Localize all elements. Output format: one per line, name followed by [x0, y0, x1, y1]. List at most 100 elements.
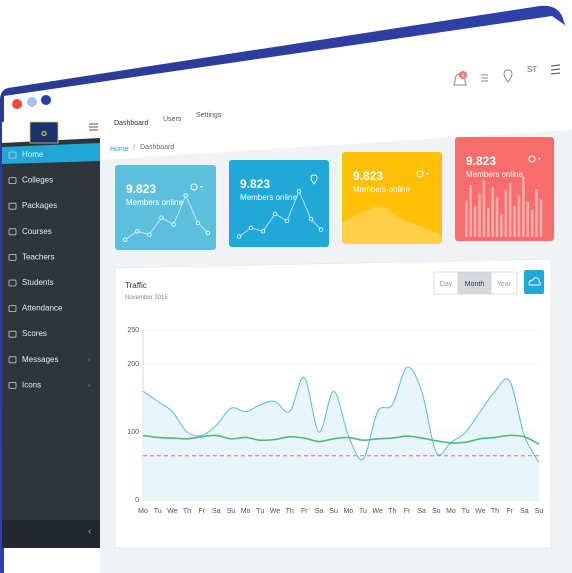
- list-icon[interactable]: [481, 74, 488, 82]
- sidebar-item-packages[interactable]: Packages: [8, 201, 57, 210]
- sparkline-point: [236, 234, 242, 239]
- sparkline-point: [159, 215, 164, 220]
- user-initials[interactable]: ST: [527, 65, 537, 74]
- x-tick-label: Fr: [404, 508, 411, 515]
- message-icon: [8, 356, 17, 364]
- gear-icon[interactable]: [416, 170, 424, 178]
- caret-down-icon: [538, 158, 541, 160]
- mini-bar: [473, 205, 477, 237]
- sparkline-point: [183, 193, 188, 198]
- x-tick-label: Sa: [417, 508, 426, 515]
- location-pin-icon[interactable]: [503, 69, 513, 83]
- cloud-download-icon: [528, 277, 541, 286]
- top-tab-settings[interactable]: Settings: [196, 112, 222, 119]
- sidebar-item-messages[interactable]: Messages ‹: [8, 355, 91, 364]
- stat-card-bg: [115, 165, 216, 250]
- x-tick-label: Mo: [241, 508, 251, 515]
- course-icon: [8, 228, 17, 236]
- breadcrumb-current: Dashboard: [140, 144, 174, 151]
- stat-card-label: Members online: [466, 170, 523, 179]
- x-tick-label: Mo: [138, 508, 148, 515]
- x-tick-label: Sa: [212, 508, 221, 515]
- x-tick-label: Th: [491, 508, 499, 515]
- x-tick-label: We: [270, 508, 280, 515]
- attendance-icon: [8, 305, 17, 313]
- minimize-dot-icon[interactable]: [27, 97, 37, 107]
- sidebar-item-home[interactable]: Home: [8, 150, 44, 159]
- sparkline-point: [205, 230, 211, 236]
- close-dot-icon[interactable]: [12, 99, 22, 109]
- x-tick-label: We: [167, 508, 177, 515]
- sidebar-item-label: Scores: [22, 329, 47, 338]
- gear-icon[interactable]: [190, 183, 198, 191]
- top-tab-dashboard[interactable]: Dashboard: [114, 120, 148, 127]
- hamburger-menu-icon[interactable]: [550, 64, 561, 75]
- breadcrumb-bar: [100, 100, 572, 160]
- range-button-bg: [490, 271, 518, 295]
- sidebar-item-label: Teachers: [22, 252, 54, 261]
- mini-bar: [491, 187, 494, 237]
- mini-bar: [513, 205, 516, 237]
- sidebar-item-scores[interactable]: Scores: [8, 329, 47, 338]
- mini-bar: [508, 182, 512, 237]
- breadcrumb-separator: /: [133, 145, 135, 152]
- students-icon: [8, 279, 17, 287]
- stat-card-3[interactable]: 9.823 Members online: [342, 152, 442, 244]
- breadcrumb-home[interactable]: Home: [110, 146, 129, 153]
- sparkline-point: [195, 220, 201, 225]
- sidebar-item-icons[interactable]: Icons ‹: [8, 380, 91, 389]
- maximize-dot-icon[interactable]: [41, 95, 51, 105]
- sidebar-toggle-icon[interactable]: [89, 123, 98, 131]
- sparkline-point: [318, 227, 324, 232]
- header-right-icons: 8 ST: [453, 64, 561, 86]
- x-tick-label: Su: [227, 508, 236, 515]
- sparkline-point: [308, 216, 314, 222]
- traffic-subtitle: November 2015: [125, 295, 168, 301]
- sidebar-item-colleges[interactable]: Colleges: [8, 176, 53, 185]
- range-button-month[interactable]: Month: [457, 271, 492, 295]
- range-button-label: Month: [465, 281, 485, 288]
- sparkline-point: [147, 232, 152, 237]
- sidebar-item-teachers[interactable]: Teachers: [8, 252, 54, 261]
- sidebar-item-courses[interactable]: Courses: [8, 227, 52, 236]
- range-button-group: Day Month Year: [433, 271, 518, 295]
- gear-icon[interactable]: [528, 155, 536, 163]
- range-button-label: Year: [497, 281, 512, 288]
- download-button[interactable]: [524, 270, 544, 294]
- stat-card-label: Members online: [353, 185, 410, 194]
- mini-bar: [526, 201, 530, 237]
- range-button-year[interactable]: Year: [490, 271, 518, 295]
- package-icon: [8, 202, 17, 210]
- sidebar-item-attendance[interactable]: Attendance: [8, 304, 63, 313]
- sidebar-item-students[interactable]: Students: [8, 278, 54, 287]
- x-tick-label: Su: [535, 508, 544, 515]
- x-tick-label: Sa: [315, 508, 324, 515]
- sidebar: [2, 136, 100, 548]
- x-tick-label: Mo: [343, 508, 353, 515]
- range-button-day[interactable]: Day: [433, 271, 459, 295]
- series-line-1: [142, 366, 540, 463]
- stat-card-4[interactable]: 9.823 Members online: [455, 137, 554, 241]
- x-tick-label: We: [475, 508, 485, 515]
- stat-card-1[interactable]: 9.823 Members online: [115, 165, 216, 250]
- area-sparkline: [342, 206, 442, 244]
- stat-card-label: Members online: [126, 198, 183, 207]
- mini-bar: [539, 199, 543, 237]
- x-tick-label: Th: [183, 508, 191, 515]
- stat-card-2[interactable]: 9.823 Members online: [229, 160, 329, 247]
- x-tick-label: Su: [329, 508, 338, 515]
- location-pin-icon[interactable]: [310, 174, 318, 185]
- submenu-chevron-icon: ‹: [88, 355, 91, 364]
- sparkline-point: [135, 229, 140, 234]
- top-tab-users[interactable]: Users: [163, 116, 182, 123]
- x-tick-label: Tu: [256, 508, 264, 515]
- sidebar-collapse-icon[interactable]: ‹: [88, 526, 91, 537]
- traffic-title: Traffic: [125, 281, 147, 290]
- star-icon: [8, 330, 17, 338]
- series-area-1: [143, 367, 539, 500]
- sidebar-item-active-bg: [2, 143, 100, 164]
- mini-bar: [535, 189, 538, 237]
- sparkline-point: [284, 218, 290, 224]
